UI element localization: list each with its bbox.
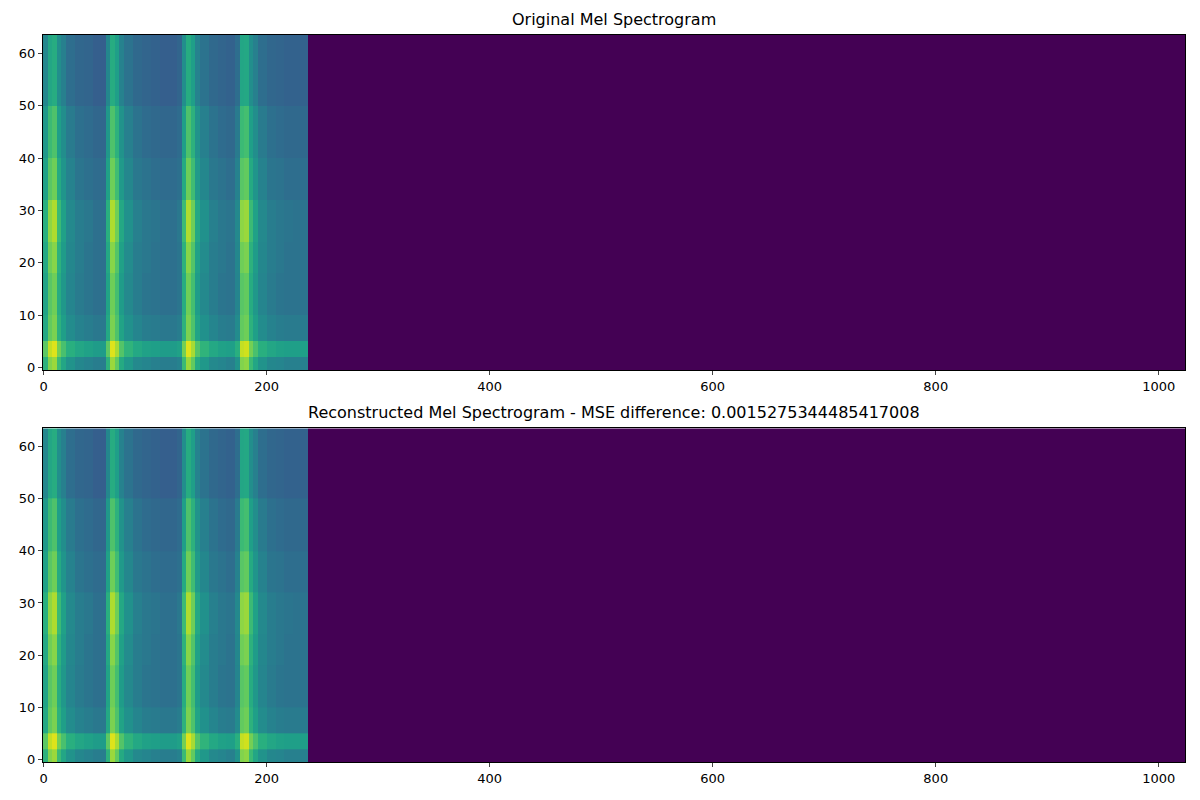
svg-text:30: 30 [19,203,36,218]
svg-text:600: 600 [700,379,725,394]
svg-text:30: 30 [19,596,36,611]
svg-text:0: 0 [27,360,35,375]
svg-text:10: 10 [19,700,36,715]
svg-text:200: 200 [254,379,279,394]
svg-text:Original Mel Spectrogram: Original Mel Spectrogram [512,10,716,29]
svg-text:20: 20 [19,255,36,270]
svg-text:20: 20 [19,648,36,663]
svg-text:40: 40 [19,543,36,558]
svg-text:800: 800 [923,771,948,786]
svg-text:1000: 1000 [1142,379,1175,394]
svg-text:200: 200 [254,771,279,786]
svg-text:0: 0 [27,752,35,767]
svg-text:400: 400 [477,379,502,394]
svg-text:0: 0 [39,379,47,394]
svg-text:Reconstructed Mel Spectrogram: Reconstructed Mel Spectrogram - MSE diff… [308,403,920,422]
svg-text:400: 400 [477,771,502,786]
svg-text:50: 50 [19,491,36,506]
svg-text:0: 0 [39,771,47,786]
svg-text:60: 60 [19,46,36,61]
svg-text:60: 60 [19,439,36,454]
svg-text:50: 50 [19,98,36,113]
svg-text:40: 40 [19,151,36,166]
svg-text:600: 600 [700,771,725,786]
svg-text:1000: 1000 [1142,771,1175,786]
svg-text:10: 10 [19,308,36,323]
svg-text:800: 800 [923,379,948,394]
